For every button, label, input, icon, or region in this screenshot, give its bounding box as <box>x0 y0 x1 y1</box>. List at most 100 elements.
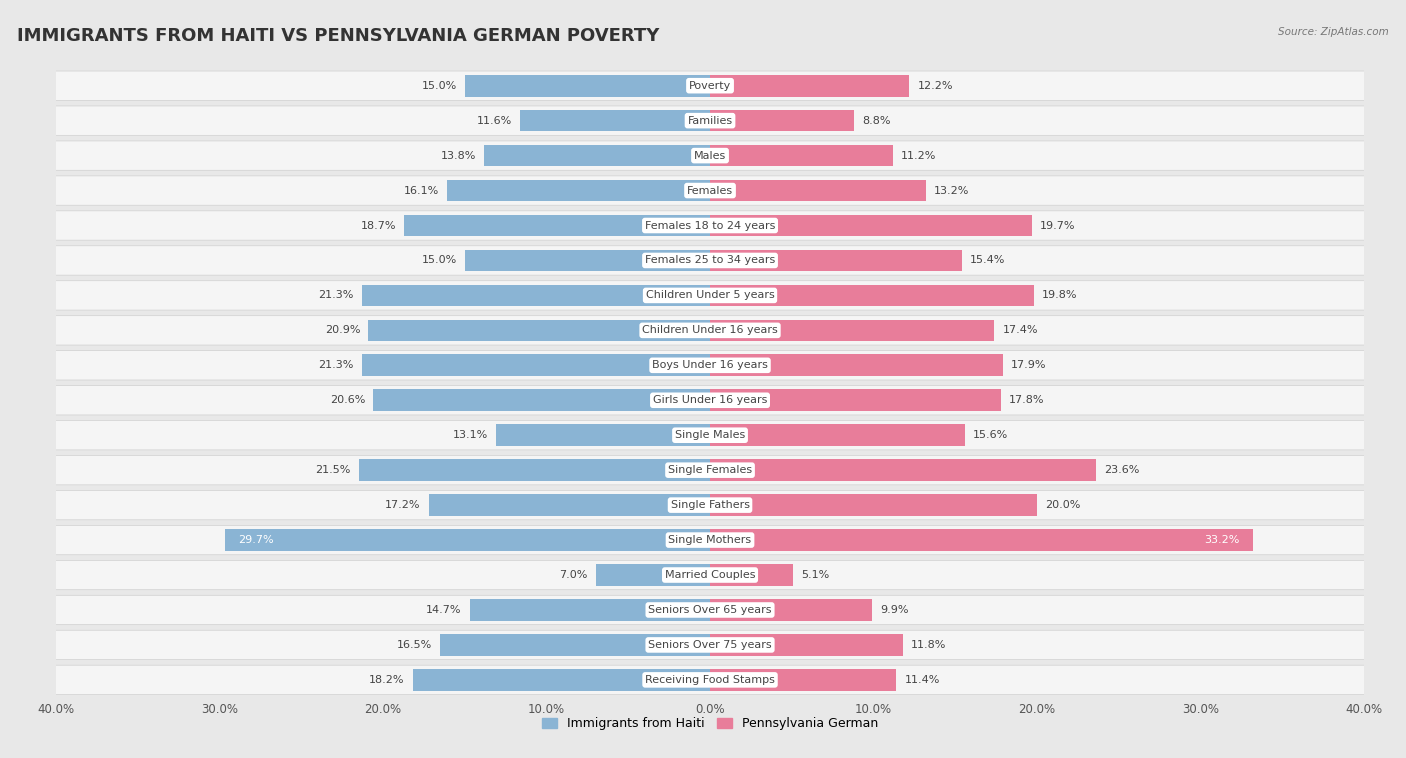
FancyBboxPatch shape <box>49 106 1371 136</box>
Bar <box>361 355 710 376</box>
Bar <box>710 390 1001 411</box>
Bar <box>710 145 893 167</box>
Text: Single Females: Single Females <box>668 465 752 475</box>
Text: 17.4%: 17.4% <box>1002 325 1038 335</box>
FancyBboxPatch shape <box>49 71 1371 100</box>
Text: 11.2%: 11.2% <box>901 151 936 161</box>
Text: Married Couples: Married Couples <box>665 570 755 580</box>
Bar <box>225 529 710 551</box>
Bar <box>710 320 994 341</box>
Text: Single Mothers: Single Mothers <box>668 535 752 545</box>
Text: Boys Under 16 years: Boys Under 16 years <box>652 360 768 371</box>
Legend: Immigrants from Haiti, Pennsylvania German: Immigrants from Haiti, Pennsylvania Germ… <box>537 713 883 735</box>
Text: Receiving Food Stamps: Receiving Food Stamps <box>645 675 775 685</box>
Text: 17.9%: 17.9% <box>1011 360 1046 371</box>
Bar <box>361 284 710 306</box>
Text: Families: Families <box>688 116 733 126</box>
FancyBboxPatch shape <box>49 490 1371 520</box>
Text: 23.6%: 23.6% <box>1104 465 1139 475</box>
FancyBboxPatch shape <box>49 315 1371 345</box>
Text: 15.4%: 15.4% <box>970 255 1005 265</box>
Bar <box>374 390 710 411</box>
Bar <box>429 494 710 516</box>
Bar <box>447 180 710 202</box>
Text: 20.9%: 20.9% <box>325 325 360 335</box>
Text: 15.6%: 15.6% <box>973 431 1008 440</box>
FancyBboxPatch shape <box>49 351 1371 380</box>
Text: Females: Females <box>688 186 733 196</box>
FancyBboxPatch shape <box>49 211 1371 240</box>
Bar <box>710 494 1038 516</box>
Text: 11.8%: 11.8% <box>911 640 946 650</box>
Text: 33.2%: 33.2% <box>1204 535 1240 545</box>
Text: 16.1%: 16.1% <box>404 186 439 196</box>
Text: 18.7%: 18.7% <box>361 221 396 230</box>
Text: Children Under 16 years: Children Under 16 years <box>643 325 778 335</box>
Bar <box>412 669 710 691</box>
FancyBboxPatch shape <box>49 280 1371 310</box>
Text: 15.0%: 15.0% <box>422 255 457 265</box>
Bar <box>485 145 710 167</box>
Text: 17.8%: 17.8% <box>1010 395 1045 406</box>
Text: 18.2%: 18.2% <box>368 675 405 685</box>
Text: Source: ZipAtlas.com: Source: ZipAtlas.com <box>1278 27 1389 36</box>
Bar <box>710 284 1033 306</box>
Bar <box>710 215 1032 236</box>
Text: 21.5%: 21.5% <box>315 465 350 475</box>
Text: Seniors Over 75 years: Seniors Over 75 years <box>648 640 772 650</box>
Bar <box>710 669 897 691</box>
Bar <box>440 634 710 656</box>
FancyBboxPatch shape <box>49 525 1371 555</box>
Bar <box>710 110 853 131</box>
FancyBboxPatch shape <box>49 456 1371 485</box>
Text: 5.1%: 5.1% <box>801 570 830 580</box>
FancyBboxPatch shape <box>49 386 1371 415</box>
Text: Single Males: Single Males <box>675 431 745 440</box>
Bar <box>520 110 710 131</box>
Bar <box>496 424 710 446</box>
Bar <box>465 249 710 271</box>
Text: Females 18 to 24 years: Females 18 to 24 years <box>645 221 775 230</box>
Text: 17.2%: 17.2% <box>385 500 420 510</box>
Text: 20.0%: 20.0% <box>1045 500 1080 510</box>
Bar <box>710 634 903 656</box>
Text: IMMIGRANTS FROM HAITI VS PENNSYLVANIA GERMAN POVERTY: IMMIGRANTS FROM HAITI VS PENNSYLVANIA GE… <box>17 27 659 45</box>
Text: 14.7%: 14.7% <box>426 605 461 615</box>
Bar <box>710 355 1002 376</box>
Bar <box>710 459 1095 481</box>
Text: 20.6%: 20.6% <box>330 395 366 406</box>
FancyBboxPatch shape <box>49 666 1371 694</box>
Text: 19.7%: 19.7% <box>1040 221 1076 230</box>
Text: Seniors Over 65 years: Seniors Over 65 years <box>648 605 772 615</box>
Bar <box>405 215 710 236</box>
FancyBboxPatch shape <box>49 560 1371 590</box>
Text: 15.0%: 15.0% <box>422 80 457 91</box>
Text: 11.4%: 11.4% <box>904 675 939 685</box>
Text: 12.2%: 12.2% <box>918 80 953 91</box>
Bar <box>710 424 965 446</box>
Bar <box>470 599 710 621</box>
FancyBboxPatch shape <box>49 141 1371 171</box>
Bar <box>710 249 962 271</box>
Bar <box>710 529 1253 551</box>
FancyBboxPatch shape <box>49 246 1371 275</box>
FancyBboxPatch shape <box>49 176 1371 205</box>
Text: 21.3%: 21.3% <box>318 290 354 300</box>
Text: 16.5%: 16.5% <box>396 640 432 650</box>
Bar <box>465 75 710 96</box>
Text: 29.7%: 29.7% <box>238 535 273 545</box>
Text: 9.9%: 9.9% <box>880 605 908 615</box>
Text: Females 25 to 34 years: Females 25 to 34 years <box>645 255 775 265</box>
FancyBboxPatch shape <box>49 421 1371 450</box>
Text: 13.2%: 13.2% <box>934 186 969 196</box>
Bar <box>710 599 872 621</box>
Text: 8.8%: 8.8% <box>862 116 890 126</box>
Text: 21.3%: 21.3% <box>318 360 354 371</box>
Text: 11.6%: 11.6% <box>477 116 512 126</box>
Bar <box>710 180 925 202</box>
Text: 13.1%: 13.1% <box>453 431 488 440</box>
Text: Single Fathers: Single Fathers <box>671 500 749 510</box>
FancyBboxPatch shape <box>49 595 1371 625</box>
Text: Poverty: Poverty <box>689 80 731 91</box>
Bar <box>368 320 710 341</box>
